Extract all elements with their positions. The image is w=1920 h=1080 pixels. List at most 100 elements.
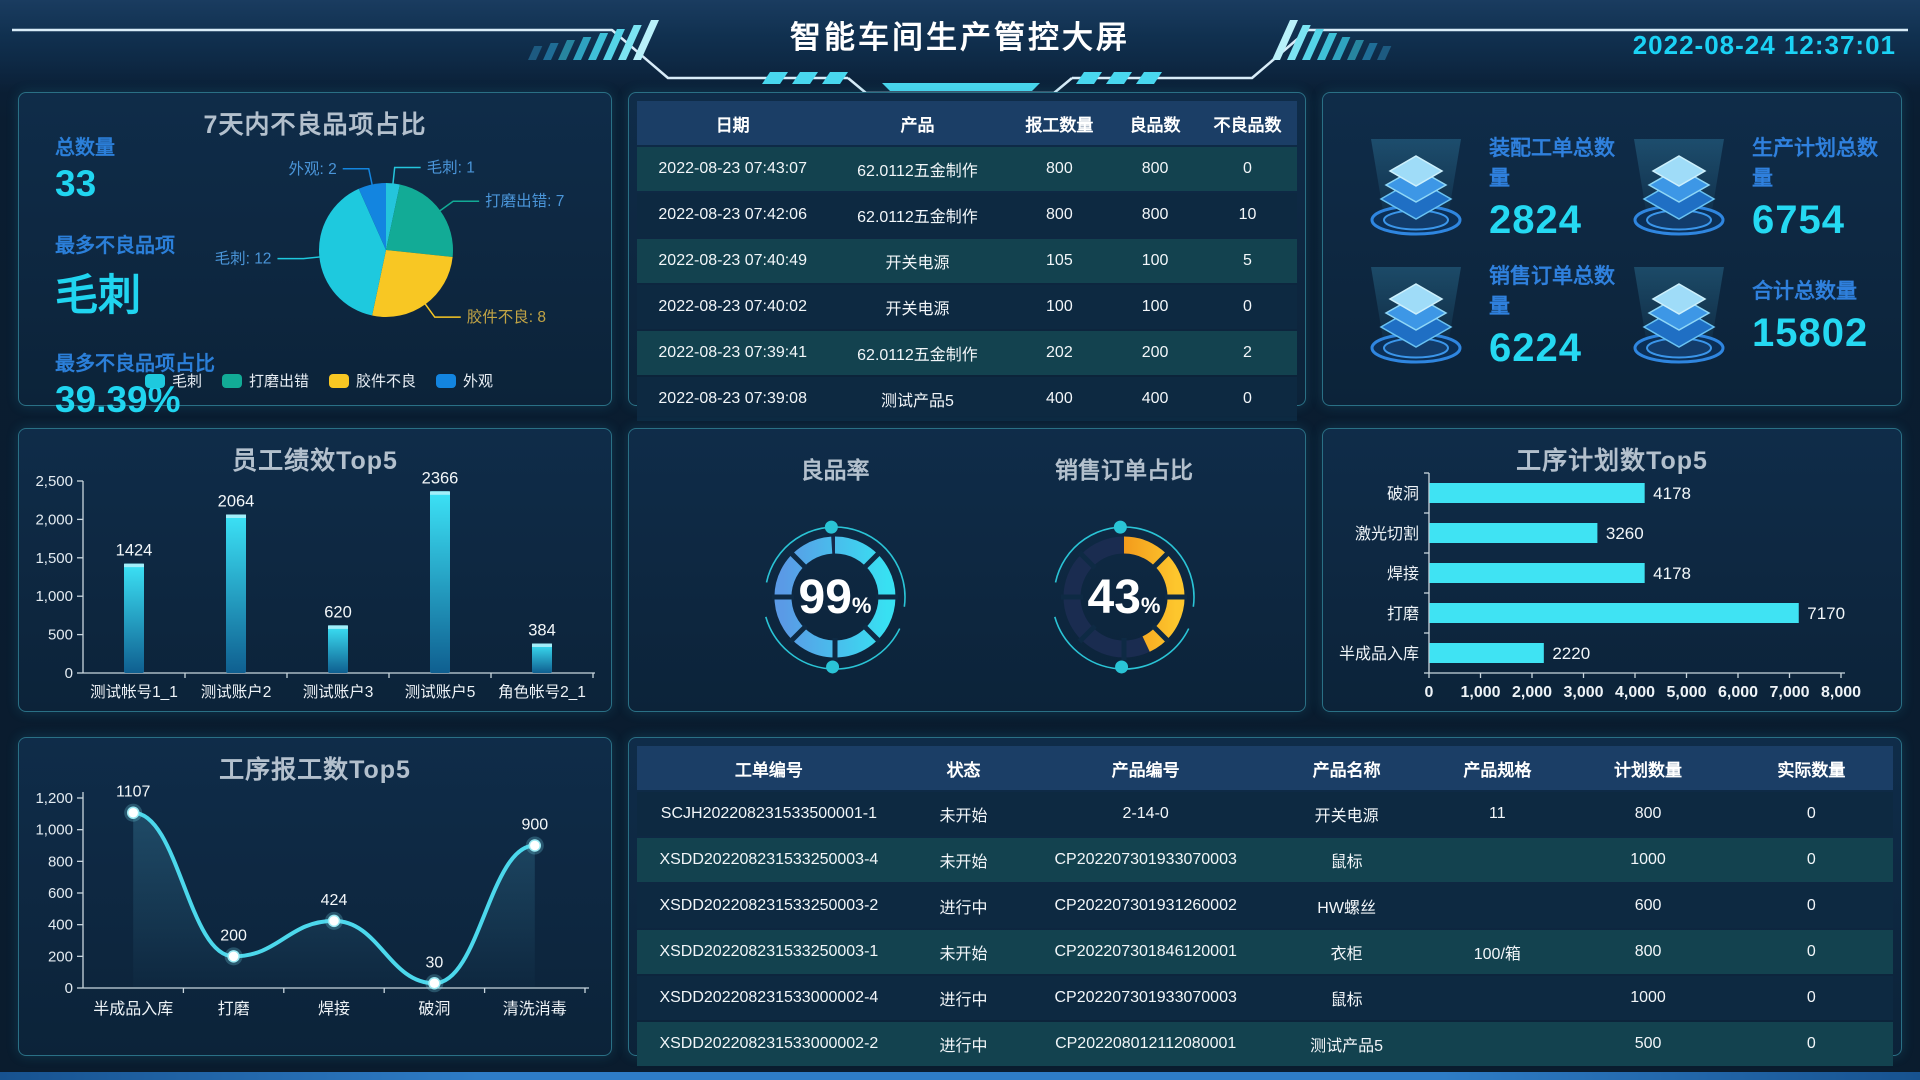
svg-text:99%: 99%: [799, 571, 872, 624]
stat-card-sales-orders: 销售订单总数量 6224: [1357, 251, 1620, 379]
svg-text:200: 200: [220, 927, 247, 944]
stat-top-defect-ratio: 最多不良品项占比 39.39%: [55, 347, 215, 421]
table-cell: [1428, 884, 1567, 928]
bars: 4178 破洞 3260 激光切割 4178 焊接 7170 打磨 2220 半成品入库: [1339, 483, 1845, 663]
table-cell: 进行中: [900, 1022, 1027, 1066]
table-cell: 62.0112五金制作: [828, 331, 1007, 375]
employee-bar-chart: 0 500 1,000 1,500 2,000 2,500 1424 2064 620 2366 3…: [35, 469, 595, 701]
table-cell: 衣柜: [1264, 930, 1429, 974]
process-report-title: 工序报工数Top5: [219, 756, 411, 784]
stat-label: 最多不良品项占比: [55, 353, 215, 375]
header-row: 工单编号 状态 产品编号 产品名称 产品规格 计划数量 实际数量: [637, 746, 1893, 790]
table-cell: 2: [1197, 331, 1297, 375]
table-cell: [1428, 838, 1567, 882]
column-header: 产品名称: [1264, 746, 1429, 790]
table-row: XSDD202208231533250003-1 未开始 CP20220730184…: [637, 930, 1893, 974]
table-cell: 0: [1197, 147, 1297, 191]
column-header: 实际数量: [1729, 746, 1893, 790]
column-header: 工单编号: [637, 746, 901, 790]
header: 智能车间生产管控大屏 2022-08-24 12:37:01: [0, 0, 1920, 95]
table-cell: 800: [1566, 930, 1730, 974]
table-row: XSDD202208231533250003-2 进行中 CP20220730193…: [637, 884, 1893, 928]
legend-item-1[interactable]: 打磨出错: [222, 370, 309, 391]
stat-value: 毛刺: [55, 272, 141, 320]
table-row: SCJH202208231533500001-1 未开始 2-14-0 开关电源 11 8…: [637, 792, 1893, 836]
table-cell: 800: [1006, 147, 1113, 191]
table-row: XSDD202208231533000002-4 进行中 CP20220730193…: [637, 976, 1893, 1020]
table-cell: 100/箱: [1428, 930, 1567, 974]
legend-item-0[interactable]: 毛刺: [145, 370, 202, 391]
svg-text:1107: 1107: [116, 784, 151, 801]
table-cell: 11: [1428, 792, 1567, 836]
legend-label: 外观: [463, 373, 494, 390]
svg-text:7170: 7170: [1807, 604, 1845, 623]
footer-accent-bar: [0, 1072, 1920, 1080]
svg-text:外观: 2: 外观: 2: [289, 160, 337, 178]
svg-text:6,000: 6,000: [1718, 684, 1758, 701]
svg-text:毛刺: 12: 毛刺: 12: [215, 250, 272, 268]
svg-text:4178: 4178: [1653, 564, 1691, 583]
column-header: 产品规格: [1428, 746, 1567, 790]
table-cell: 未开始: [900, 792, 1027, 836]
stat-card-label: 生产计划总数量: [1752, 136, 1878, 190]
table-cell: XSDD202208231533000002-2: [637, 1022, 901, 1066]
report-table: 日期 产品 报工数量 良品数 不良品数 2022-08-23 07:43:07 62.011…: [637, 99, 1297, 423]
gauges-panel: 良品率 销售订单占比 99% 43%: [628, 428, 1306, 712]
svg-text:900: 900: [521, 817, 548, 834]
table-cell: 500: [1566, 1022, 1730, 1066]
table-cell: XSDD202208231533000002-4: [637, 976, 901, 1020]
svg-text:500: 500: [48, 627, 73, 644]
stat-label: 总数量: [55, 137, 115, 159]
order-stats-panel: 装配工单总数量 2824 生产计划总数量 6754 销售订单总数量 6224 合…: [1322, 92, 1902, 406]
table-cell: [1428, 1022, 1567, 1066]
table-cell: 2022-08-23 07:39:08: [637, 377, 829, 421]
table-cell: 100: [1112, 285, 1198, 329]
svg-text:8,000: 8,000: [1821, 684, 1861, 701]
work-order-table: 工单编号 状态 产品编号 产品名称 产品规格 计划数量 实际数量 SCJH2022082315…: [637, 744, 1893, 1068]
svg-text:1,000: 1,000: [1460, 684, 1500, 701]
table-cell: 开关电源: [828, 285, 1007, 329]
good-rate-title: 良品率: [800, 457, 870, 483]
table-row: 2022-08-23 07:43:07 62.0112五金制作 800 800 0: [637, 147, 1297, 191]
table-cell: 600: [1566, 884, 1730, 928]
svg-text:600: 600: [48, 885, 73, 902]
table-cell: 进行中: [900, 976, 1027, 1020]
svg-text:424: 424: [321, 892, 348, 909]
good_rate_gauge: 99%: [765, 520, 906, 674]
table-cell: 2022-08-23 07:42:06: [637, 193, 829, 237]
legend-item-2[interactable]: 胶件不良: [329, 370, 416, 391]
table-cell: CP202208012112080001: [1026, 1022, 1265, 1066]
table-cell: 鼠标: [1264, 976, 1429, 1020]
table-cell: 2022-08-23 07:40:02: [637, 285, 829, 329]
pie-legend: 毛刺 打磨出错 胶件不良 外观: [145, 370, 493, 391]
stacked-layers-icon: [1620, 137, 1738, 237]
svg-text:破洞: 破洞: [1387, 485, 1419, 503]
sales_ratio_gauge: 43%: [1054, 520, 1195, 674]
gauges-chart: 99% 43%: [765, 520, 1195, 674]
stacked-layers-icon: [1357, 137, 1475, 237]
process-report-panel: 工序报工数Top5 0 200 400 600 800 1,000 1,200 1107 200…: [18, 737, 612, 1056]
column-header: 日期: [637, 101, 829, 145]
svg-text:3,000: 3,000: [1563, 684, 1603, 701]
table-cell: 2022-08-23 07:43:07: [637, 147, 829, 191]
employee-performance-panel: 员工绩效Top5 0 500 1,000 1,500 2,000 2,500 1424 206…: [18, 428, 612, 712]
process-plan-chart: 0 1,000 2,000 3,000 4,000 5,000 6,000 7,000 8,00…: [1339, 472, 1861, 701]
table-cell: 0: [1729, 1022, 1893, 1066]
legend-item-3[interactable]: 外观: [436, 370, 493, 391]
defect-ratio-panel: 7天内不良品项占比 总数量 33 最多不良品项 毛刺 最多不良品项占比 39.3…: [18, 92, 612, 420]
table-cell: 2022-08-23 07:39:41: [637, 331, 829, 375]
svg-text:测试账户2: 测试账户2: [201, 683, 272, 701]
table-cell: 100: [1112, 239, 1198, 283]
table-cell: 200: [1112, 331, 1198, 375]
table-cell: 未开始: [900, 838, 1027, 882]
stat-card-label: 合计总数量: [1752, 279, 1857, 303]
stat-card-label: 销售订单总数量: [1489, 264, 1615, 318]
svg-text:3260: 3260: [1606, 524, 1644, 543]
table-cell: 400: [1006, 377, 1113, 421]
table-cell: 800: [1566, 792, 1730, 836]
table-cell: XSDD202208231533250003-4: [637, 838, 901, 882]
svg-text:200: 200: [48, 948, 73, 965]
svg-text:2366: 2366: [422, 469, 459, 487]
svg-text:毛刺: 1: 毛刺: 1: [427, 158, 475, 176]
table-cell: 10: [1197, 193, 1297, 237]
